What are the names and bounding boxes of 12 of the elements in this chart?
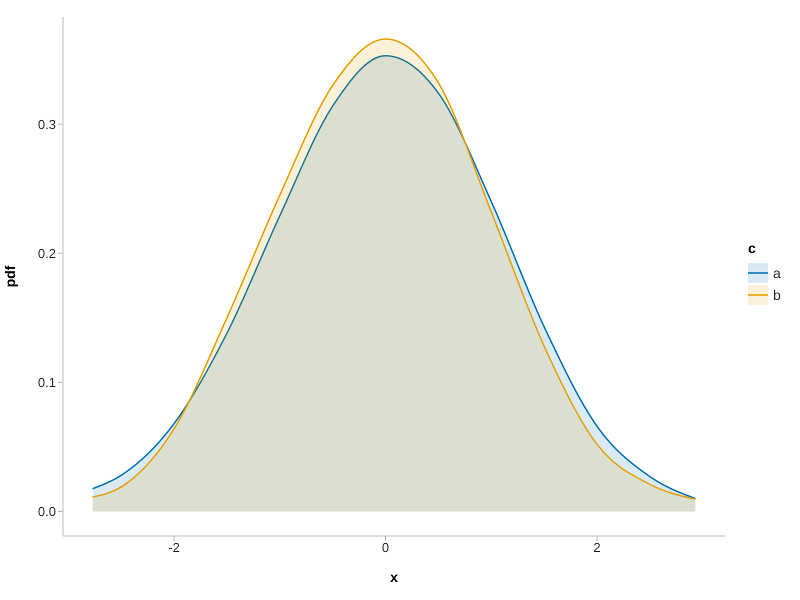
legend-label: b xyxy=(773,287,781,303)
y-tick-label: 0.0 xyxy=(38,504,56,520)
legend-title: c xyxy=(748,240,757,256)
y-tick-label: 0.1 xyxy=(38,374,56,390)
y-axis-title: pdf xyxy=(2,265,18,288)
x-tick-label: 0 xyxy=(382,540,390,556)
x-tick-label: 2 xyxy=(593,540,601,556)
x-axis-title: x xyxy=(390,569,398,585)
legend-label: a xyxy=(773,265,781,281)
y-tick-label: 0.3 xyxy=(38,116,56,132)
x-tick-label: -2 xyxy=(168,540,180,556)
y-tick-label: 0.2 xyxy=(38,246,56,261)
